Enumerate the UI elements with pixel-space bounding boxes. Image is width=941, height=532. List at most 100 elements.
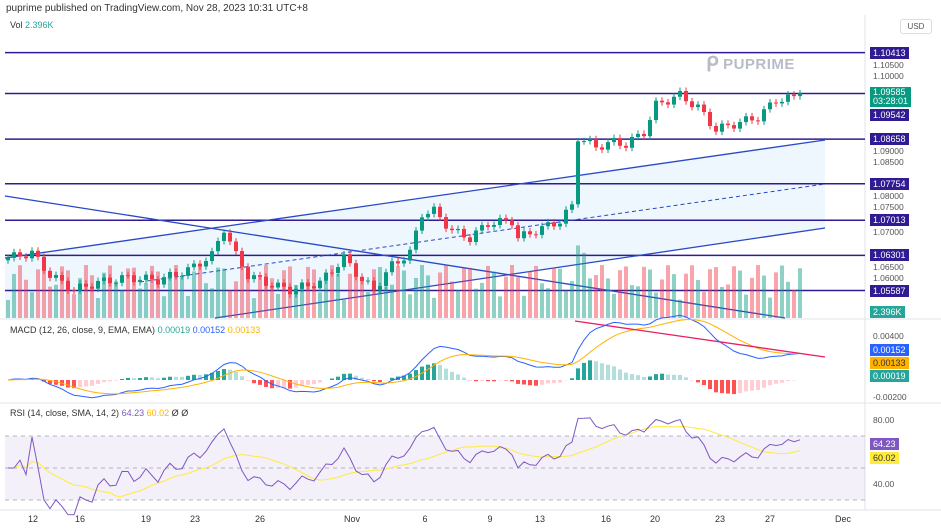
candle-body xyxy=(264,276,268,286)
candle-body xyxy=(450,228,454,231)
volume-bar xyxy=(30,292,34,318)
macd-histogram-bar xyxy=(210,372,214,380)
macd-histogram-bar xyxy=(648,376,652,380)
candle-body xyxy=(774,102,778,104)
candle-body xyxy=(12,252,16,258)
candle-body xyxy=(396,261,400,264)
date-axis-tick: 6 xyxy=(422,514,428,524)
volume-bar xyxy=(438,272,442,318)
volume-bar xyxy=(162,296,166,318)
candle-body xyxy=(516,225,520,239)
macd-histogram-bar xyxy=(786,380,790,382)
candle-body xyxy=(222,232,226,242)
candle-body xyxy=(390,261,394,273)
macd-histogram-bar xyxy=(558,380,562,383)
prev-price-badge: 1.09542 xyxy=(870,109,909,121)
volume-bar xyxy=(396,266,400,318)
candle-body xyxy=(168,271,172,278)
date-axis-tick: 26 xyxy=(254,514,266,524)
macd-histogram-bar xyxy=(438,364,442,380)
macd-histogram-bar xyxy=(36,379,40,380)
candle-body xyxy=(162,277,166,285)
candle-body xyxy=(714,125,718,132)
macd-histogram-bar xyxy=(768,380,772,386)
volume-bar xyxy=(564,290,568,318)
volume-bar xyxy=(264,265,268,318)
volume-bar xyxy=(174,265,178,318)
volume-bar xyxy=(72,294,76,318)
candle-body xyxy=(474,230,478,242)
volume-bar xyxy=(252,298,256,318)
volume-bar xyxy=(762,275,766,318)
macd-histogram-bar xyxy=(228,369,232,380)
macd-histogram-bar xyxy=(492,380,496,382)
macd-legend[interactable]: MACD (12, 26, close, 9, EMA, EMA) 0.0001… xyxy=(10,325,260,335)
macd-histogram-bar xyxy=(666,374,670,380)
macd-histogram-bar xyxy=(702,380,706,386)
volume-value: 2.396K xyxy=(25,20,54,30)
volume-bar xyxy=(180,276,184,318)
macd-histogram-bar xyxy=(246,380,250,381)
candle-body xyxy=(768,102,772,110)
candle-body xyxy=(612,138,616,143)
volume-bar xyxy=(360,279,364,318)
volume-bar xyxy=(168,276,172,318)
volume-bar xyxy=(138,288,142,318)
volume-bar xyxy=(186,295,190,318)
volume-bar xyxy=(732,266,736,318)
candle-body xyxy=(594,139,598,148)
candle-body xyxy=(696,104,700,108)
macd-hist-value: 0.00019 xyxy=(157,325,191,335)
candle-body xyxy=(462,228,466,238)
logo-text: PUPRIME xyxy=(723,56,795,73)
volume-bar xyxy=(618,270,622,318)
volume-legend[interactable]: Vol 2.396K xyxy=(10,20,54,30)
rsi-legend[interactable]: RSI (14, close, SMA, 14, 2) 64.23 60.02 … xyxy=(10,408,188,418)
volume-bar xyxy=(786,281,790,318)
price-axis-tick: 1.10500 xyxy=(873,60,904,70)
candle-body xyxy=(606,142,610,150)
macd-histogram-bar xyxy=(618,369,622,380)
volume-bar xyxy=(606,278,610,318)
level-price-badge: 1.10413 xyxy=(870,47,909,59)
candle-body xyxy=(690,101,694,108)
candle-body xyxy=(276,282,280,288)
candle-body xyxy=(414,230,418,250)
candle-body xyxy=(552,222,556,227)
volume-bar xyxy=(714,267,718,318)
candle-body xyxy=(306,282,310,287)
volume-bar xyxy=(576,245,580,318)
candle-body xyxy=(480,225,484,231)
candle-body xyxy=(738,122,742,129)
volume-bar xyxy=(150,265,154,318)
volume-bar xyxy=(132,267,136,318)
candle-body xyxy=(72,290,76,292)
volume-bar xyxy=(450,281,454,318)
macd-histogram-bar xyxy=(624,372,628,380)
macd-histogram-bar xyxy=(486,380,490,382)
candle-body xyxy=(702,104,706,112)
candle-body xyxy=(600,147,604,150)
candle-body xyxy=(588,139,592,142)
price-axis-tick: 1.08500 xyxy=(873,157,904,167)
volume-bar xyxy=(60,266,64,318)
currency-button[interactable]: USD xyxy=(900,19,932,34)
macd-histogram-bar xyxy=(732,380,736,395)
volume-bar xyxy=(312,269,316,318)
level-price-badge: 1.06301 xyxy=(870,249,909,261)
volume-bar xyxy=(474,288,478,318)
macd-histogram-bar xyxy=(534,380,538,386)
volume-bar xyxy=(432,297,436,318)
rsi-sma-line xyxy=(8,425,801,497)
candle-body xyxy=(114,282,118,284)
candle-body xyxy=(18,252,22,257)
rsi-axis-tick: 40.00 xyxy=(873,479,895,489)
macd-histogram-bar xyxy=(198,374,202,380)
macd-histogram-bar xyxy=(276,380,280,388)
macd-label: MACD (12, 26, close, 9, EMA, EMA) xyxy=(10,325,156,335)
candle-body xyxy=(252,275,256,280)
candle-body xyxy=(708,111,712,126)
candle-body xyxy=(234,241,238,252)
candle-body xyxy=(732,125,736,129)
